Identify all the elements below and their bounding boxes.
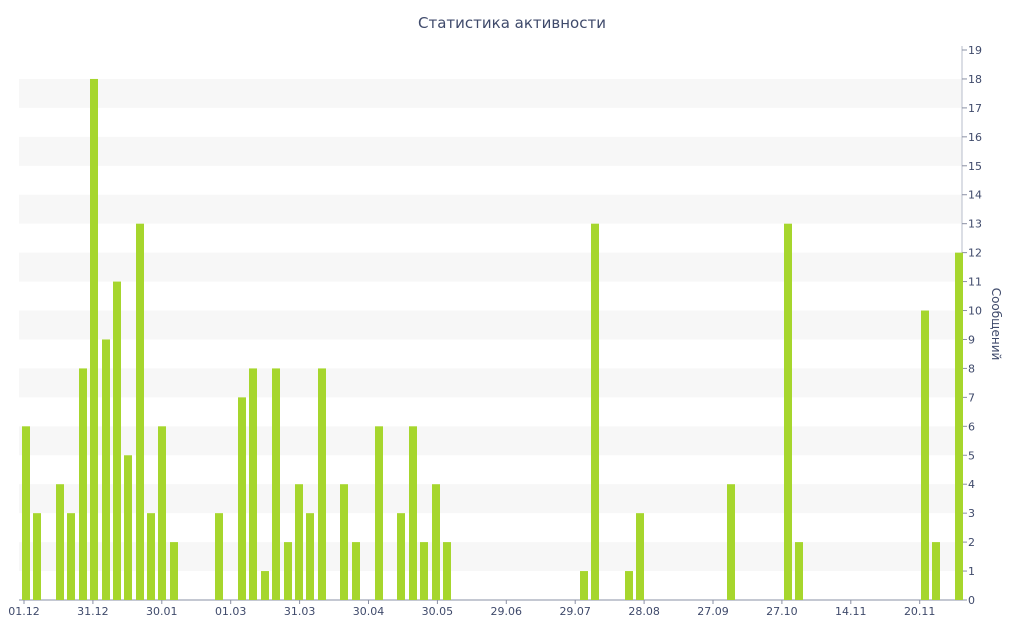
x-tick-label: 01.12: [8, 605, 40, 618]
grid-band: [19, 426, 962, 456]
grid-band: [19, 484, 962, 514]
bar: [591, 223, 599, 600]
y-tick-label: 11: [968, 276, 982, 289]
bar: [306, 513, 314, 600]
bar: [56, 484, 64, 600]
bar: [284, 542, 292, 600]
bar: [318, 368, 326, 600]
grid-band: [19, 368, 962, 398]
bar: [784, 223, 792, 600]
bar: [625, 571, 633, 600]
bar: [580, 571, 588, 600]
x-tick-label: 27.09: [697, 605, 729, 618]
x-tick-label: 01.03: [215, 605, 247, 618]
bar: [409, 426, 417, 600]
x-tick-label: 30.04: [353, 605, 385, 618]
bar: [22, 426, 30, 600]
x-tick-label: 14.11: [835, 605, 867, 618]
y-tick-label: 10: [968, 305, 982, 318]
bar: [352, 542, 360, 600]
bar: [420, 542, 428, 600]
y-tick-label: 15: [968, 160, 982, 173]
x-tick-label: 28.08: [628, 605, 660, 618]
bar: [33, 513, 41, 600]
bar: [921, 310, 929, 600]
grid-band: [19, 252, 962, 282]
y-tick-label: 7: [968, 391, 975, 404]
x-tick-label: 31.03: [284, 605, 316, 618]
bar: [636, 513, 644, 600]
x-tick-label: 30.05: [422, 605, 454, 618]
bar: [727, 484, 735, 600]
x-tick-label: 27.10: [766, 605, 798, 618]
bar: [375, 426, 383, 600]
bar: [397, 513, 405, 600]
grid-band: [19, 78, 962, 108]
grid-band: [19, 194, 962, 224]
bar: [432, 484, 440, 600]
bar: [238, 397, 246, 600]
y-tick-label: 16: [968, 131, 982, 144]
bar: [158, 426, 166, 600]
y-tick-label: 12: [968, 247, 982, 260]
bar: [795, 542, 803, 600]
bar: [79, 368, 87, 600]
grid-band: [19, 310, 962, 340]
y-tick-label: 19: [968, 44, 982, 57]
y-tick-label: 2: [968, 536, 975, 549]
y-tick-label: 6: [968, 420, 975, 433]
x-tick-label: 29.06: [491, 605, 523, 618]
y-tick-label: 17: [968, 102, 982, 115]
bar: [932, 542, 940, 600]
bar: [147, 513, 155, 600]
bar: [272, 368, 280, 600]
bar: [113, 281, 121, 600]
x-tick-label: 31.12: [77, 605, 109, 618]
y-axis-title: Сообщений: [989, 287, 1003, 361]
bar: [102, 339, 110, 600]
bar: [295, 484, 303, 600]
x-tick-label: 29.07: [559, 605, 591, 618]
bar: [67, 513, 75, 600]
x-tick-label: 30.01: [146, 605, 178, 618]
y-tick-label: 1: [968, 565, 975, 578]
bar: [261, 571, 269, 600]
y-tick-label: 3: [968, 507, 975, 520]
bar: [215, 513, 223, 600]
y-tick-label: 9: [968, 333, 975, 346]
y-tick-label: 0: [968, 594, 975, 607]
chart-title: Статистика активности: [418, 14, 606, 32]
x-tick-label: 20.11: [904, 605, 936, 618]
bar: [249, 368, 257, 600]
grid-band: [19, 136, 962, 166]
y-tick-label: 5: [968, 449, 975, 462]
bar: [340, 484, 348, 600]
bar: [170, 542, 178, 600]
bar: [955, 252, 963, 600]
y-tick-label: 13: [968, 218, 982, 231]
bar: [90, 78, 98, 600]
bar: [136, 223, 144, 600]
y-tick-label: 8: [968, 362, 975, 375]
y-tick-label: 18: [968, 73, 982, 86]
y-tick-label: 4: [968, 478, 975, 491]
bar: [443, 542, 451, 600]
bar: [124, 455, 132, 600]
y-tick-label: 14: [968, 189, 982, 202]
